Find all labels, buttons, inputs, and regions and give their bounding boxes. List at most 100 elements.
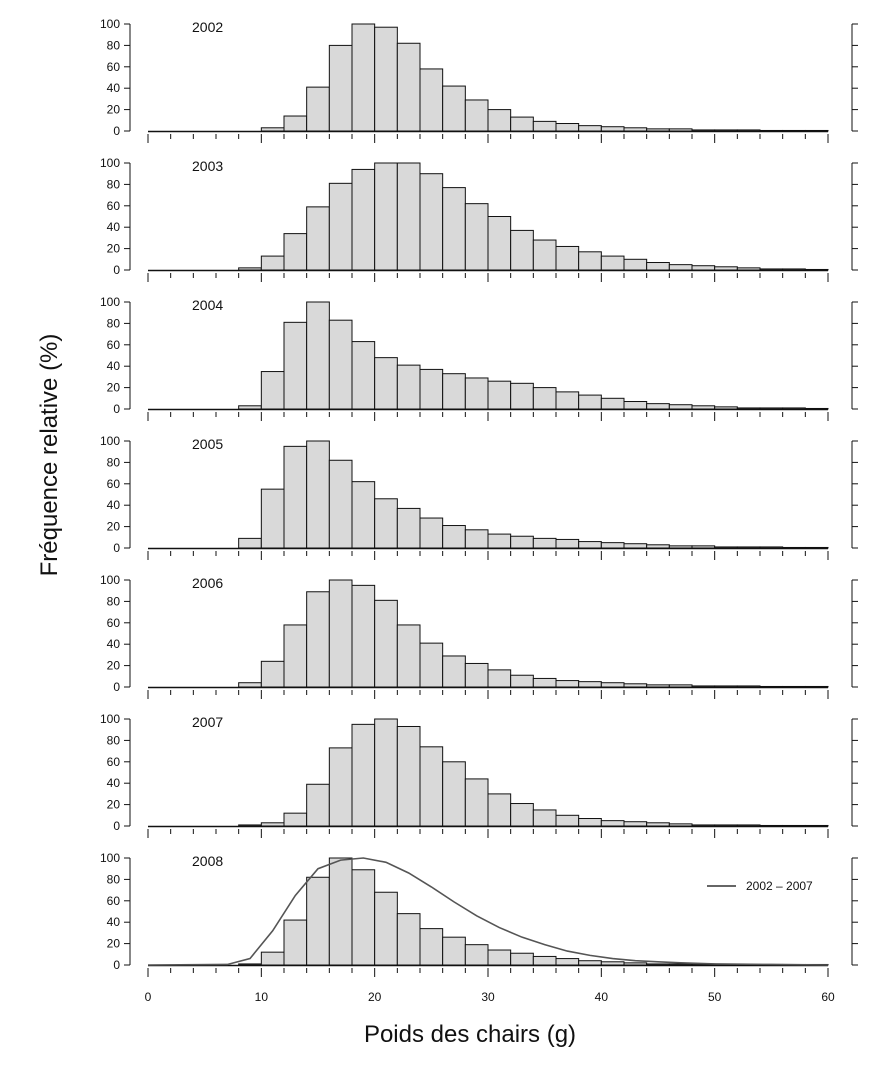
bar — [396, 162, 421, 271]
panel-2006: 0 20 40 60 80 100 2006 — [100, 573, 858, 699]
bar — [623, 258, 648, 271]
panel-year-label: 2003 — [192, 158, 223, 174]
bar — [374, 357, 398, 410]
y-tick-label: 80 — [107, 733, 121, 747]
y-tick-label: 60 — [107, 616, 121, 630]
bar — [374, 26, 398, 132]
bar — [668, 545, 693, 549]
x-tick-label: 10 — [255, 990, 269, 1004]
panel-2007: 0 20 40 60 80 100 2007 — [100, 712, 858, 838]
y-tick-label: 40 — [107, 915, 121, 929]
y-tick-label: 40 — [107, 81, 121, 95]
bar — [283, 919, 308, 966]
bar — [419, 173, 444, 271]
bar — [623, 962, 648, 966]
bar — [419, 928, 444, 966]
panel-2004: 0 20 40 60 80 100 2004 — [100, 295, 858, 421]
bar — [532, 120, 557, 132]
y-tick-label: 0 — [113, 819, 120, 833]
bar — [351, 869, 376, 966]
bar — [532, 955, 557, 966]
y-tick-label: 20 — [107, 937, 121, 951]
bar — [328, 44, 353, 132]
y-tick-label: 40 — [107, 776, 121, 790]
bar — [306, 301, 330, 410]
bar — [283, 445, 308, 549]
bar — [714, 406, 738, 410]
bar — [487, 109, 512, 132]
x-axis: 0 10 20 30 40 50 60 — [145, 990, 835, 1004]
bar — [283, 812, 308, 827]
bar — [578, 960, 602, 966]
bar — [600, 397, 625, 410]
bar — [646, 128, 670, 132]
panel-year-label: 2008 — [192, 853, 223, 869]
panel-year-label: 2002 — [192, 19, 223, 35]
bar — [487, 793, 512, 827]
bar — [623, 127, 648, 132]
bar — [668, 128, 693, 132]
bar — [283, 624, 308, 688]
bar — [351, 23, 376, 132]
bar — [464, 377, 489, 410]
y-tick-label: 80 — [107, 38, 121, 52]
panel-year-label: 2005 — [192, 436, 223, 452]
bar — [668, 684, 693, 688]
bar — [668, 264, 693, 271]
y-tick-label: 60 — [107, 60, 121, 74]
bar — [510, 952, 534, 966]
bar — [306, 86, 330, 132]
bar — [510, 535, 534, 549]
bar — [555, 391, 580, 410]
bar — [578, 394, 602, 410]
bar — [396, 364, 421, 410]
bar — [351, 168, 376, 271]
y-tick-label: 100 — [100, 712, 120, 726]
y-tick-label: 100 — [100, 295, 120, 309]
bar — [532, 677, 557, 688]
bar — [396, 624, 421, 688]
bar — [442, 936, 466, 966]
panel-year-label: 2006 — [192, 575, 223, 591]
bar — [260, 488, 285, 549]
bar — [487, 669, 512, 688]
bar — [600, 542, 625, 549]
bar — [419, 642, 444, 688]
bar — [283, 321, 308, 410]
y-tick-label: 0 — [113, 680, 120, 694]
bar — [419, 517, 444, 549]
panel-2005: 0 20 40 60 80 100 2005 — [100, 434, 858, 560]
bar — [646, 544, 670, 549]
y-tick-label: 80 — [107, 455, 121, 469]
y-tick-label: 0 — [113, 958, 120, 972]
y-tick-label: 0 — [113, 263, 120, 277]
bar — [442, 85, 466, 132]
bar — [442, 187, 466, 271]
x-tick-label: 50 — [708, 990, 722, 1004]
y-tick-label: 20 — [107, 103, 121, 117]
y-tick-label: 100 — [100, 573, 120, 587]
bar — [555, 245, 580, 271]
y-tick-label: 20 — [107, 381, 121, 395]
bar — [487, 380, 512, 410]
panel-year-label: 2007 — [192, 714, 223, 730]
bar — [555, 680, 580, 688]
y-tick-label: 40 — [107, 220, 121, 234]
bar — [419, 746, 444, 827]
panel-2003: 0 20 40 60 80 100 2003 — [100, 156, 858, 282]
y-tick-label: 60 — [107, 894, 121, 908]
bar — [328, 319, 353, 410]
y-tick-label: 0 — [113, 541, 120, 555]
panel-2008: 0 20 40 60 80 100 2008 2002 – 2007 — [100, 851, 858, 977]
y-tick-label: 100 — [100, 156, 120, 170]
bar — [510, 803, 534, 827]
y-tick-label: 20 — [107, 242, 121, 256]
bar — [464, 529, 489, 549]
bar — [578, 125, 602, 132]
y-tick-label: 60 — [107, 199, 121, 213]
bar — [714, 266, 738, 271]
bar — [668, 823, 693, 827]
bar — [532, 239, 557, 271]
bar — [578, 681, 602, 688]
bar — [351, 481, 376, 549]
